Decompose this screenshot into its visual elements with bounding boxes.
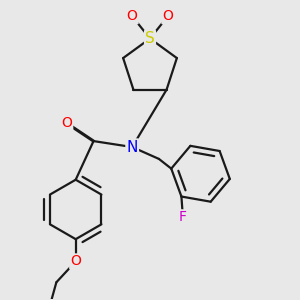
- Text: F: F: [179, 210, 187, 224]
- Text: O: O: [70, 254, 81, 268]
- Text: S: S: [145, 31, 155, 46]
- Text: N: N: [127, 140, 138, 154]
- Text: O: O: [162, 9, 173, 23]
- Text: O: O: [61, 116, 72, 130]
- Text: O: O: [127, 9, 138, 23]
